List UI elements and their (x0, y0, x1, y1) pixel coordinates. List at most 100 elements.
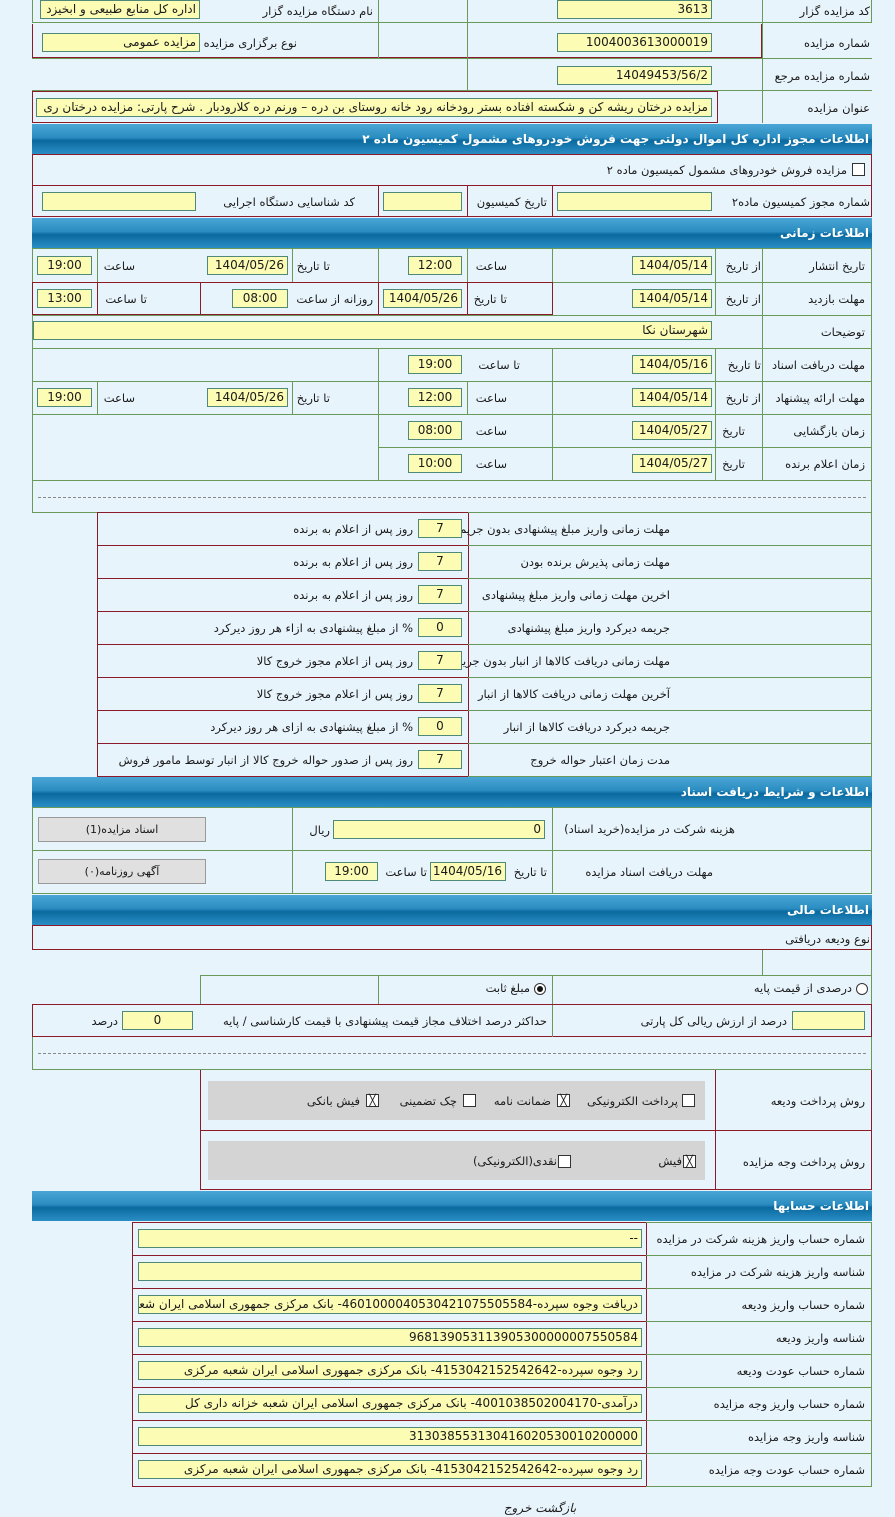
deposit-method-label-1: ضمانت نامه (493, 1094, 551, 1108)
deposit-method-checkbox-2[interactable] (463, 1094, 476, 1107)
docs-date-field[interactable]: 1404/05/16 (430, 862, 506, 881)
visit-daily-from[interactable]: 08:00 (232, 289, 288, 308)
notes-field[interactable]: شهرستان نکا (33, 321, 712, 340)
penalty-suffix: % از مبلغ پیشنهادی به ازای هر روز دیرکرد (210, 720, 413, 734)
account-label: شماره حساب واریز هزینه شرکت در مزایده (656, 1232, 865, 1246)
permit-checkbox[interactable] (852, 163, 865, 176)
account-label: شماره حساب واریز وجه مزایده (713, 1397, 865, 1411)
visit-until-label: تا ساعت (105, 292, 147, 306)
exec-code-label: کد شناسایی دستگاه اجرایی (223, 195, 355, 209)
payment-method-checkbox-0[interactable]: ╳ (683, 1155, 696, 1168)
fixed-amount-radio[interactable] (534, 983, 546, 995)
newspaper-ad-button[interactable]: آگهی روزنامه(۰) (38, 859, 206, 884)
penalty-value[interactable]: 7 (418, 585, 462, 604)
penalty-value[interactable]: 0 (418, 618, 462, 637)
commission-number-label: شماره مجوز کمیسیون ماده۲ (731, 195, 870, 209)
percent-value-label: درصد از ارزش ریالی کل پارتی (640, 1014, 787, 1028)
payment-method-checkbox-1[interactable] (558, 1155, 571, 1168)
penalty-value[interactable]: 7 (418, 750, 462, 769)
opening-date[interactable]: 1404/05/27 (632, 421, 712, 440)
organizer-name-field[interactable]: اداره کل منابع طبیعی و ابخیزد (40, 0, 200, 19)
permit-checkbox-label: مزایده فروش خودروهای مشمول کمیسیون ماده … (606, 163, 847, 177)
offer-to-date[interactable]: 1404/05/26 (207, 388, 288, 407)
publish-to-label: تا تاریخ (296, 259, 330, 273)
deposit-method-label-0: پرداخت الکترونیکی (587, 1094, 678, 1108)
auction-docs-button[interactable]: اسناد مزایده(1) (38, 817, 206, 842)
docs-deadline-label: مهلت دریافت اسناد (772, 358, 865, 372)
holding-type-field[interactable]: مزایده عمومی (42, 33, 200, 52)
penalty-row (97, 578, 469, 612)
fee-label: هزینه شرکت در مزایده(خرید اسناد) (564, 822, 735, 836)
penalty-label-cell (468, 743, 872, 777)
organizer-code-field[interactable]: 3613 (557, 0, 712, 19)
publish-to-time[interactable]: 19:00 (37, 256, 92, 275)
visit-from-label: از تاریخ (725, 292, 761, 306)
docs-deadline-time[interactable]: 19:00 (408, 355, 462, 374)
payment-methods-group (208, 1141, 705, 1180)
title-label: عنوان مزایده (807, 101, 870, 115)
exec-code-field[interactable] (42, 192, 196, 211)
fee-field[interactable]: 0 (333, 820, 545, 839)
account-value[interactable]: رد وجوه سپرده-415304215254264​2- بانک مر… (138, 1460, 642, 1479)
account-label: شناسه واریز ودیعه (775, 1331, 865, 1345)
visit-label: مهلت بازدید (808, 292, 865, 306)
account-value[interactable]: -- (138, 1229, 642, 1248)
penalty-value[interactable]: 7 (418, 651, 462, 670)
penalty-suffix: روز پس از اعلام به برنده (293, 555, 413, 569)
deposit-method-checkbox-3[interactable]: ╳ (366, 1094, 379, 1107)
publish-from-time[interactable]: 12:00 (408, 256, 462, 275)
publish-from-date[interactable]: 1404/05/14 (632, 256, 712, 275)
account-value[interactable]: دریافت وجوه سپرده-4601000040530421075505… (138, 1295, 642, 1314)
ref-number-label: شماره مزایده مرجع (774, 69, 870, 83)
offer-from-time[interactable]: 12:00 (408, 388, 462, 407)
auction-number-field[interactable]: 1004003613000019 (557, 33, 712, 52)
penalty-value[interactable]: 7 (418, 519, 462, 538)
max-diff-unit: درصد (91, 1014, 118, 1028)
penalty-label: جریمه دیرکرد واریز مبلغ پیشنهادی (507, 621, 670, 635)
account-value[interactable]: درآمدی-4001038502004170- بانک مرکزی جمهو… (138, 1394, 642, 1413)
winner-date-label: تاریخ (722, 457, 745, 471)
penalty-suffix: روز پس از اعلام به برنده (293, 522, 413, 536)
deposit-methods-group (208, 1081, 705, 1120)
docs-header: اطلاعات و شرایط دریافت اسناد (32, 777, 872, 807)
max-diff-field[interactable]: 0 (122, 1011, 193, 1030)
visit-to-label: تا تاریخ (473, 292, 507, 306)
docs-to-date-label: تا تاریخ (513, 865, 547, 879)
commission-number-field[interactable] (557, 192, 712, 211)
opening-time-label: ساعت (475, 424, 507, 438)
docs-deadline-date[interactable]: 1404/05/16 (632, 355, 712, 374)
opening-label: زمان بازگشایی (793, 424, 865, 438)
docs-deadline-time-label: تا ساعت (478, 358, 520, 372)
offer-from-date[interactable]: 1404/05/14 (632, 388, 712, 407)
docs-time-field[interactable]: 19:00 (325, 862, 378, 881)
account-value[interactable]: 313038553130416020530010200000 (138, 1427, 642, 1446)
commission-date-field[interactable] (383, 192, 462, 211)
percent-of-base-radio[interactable] (856, 983, 868, 995)
account-value[interactable]: رد وجوه سپرده-415304215254264​2- بانک مر… (138, 1361, 642, 1380)
account-value[interactable]: 968139053113905300000007550584 (138, 1328, 642, 1347)
deposit-method-checkbox-1[interactable]: ╳ (557, 1094, 570, 1107)
account-value[interactable] (138, 1262, 642, 1281)
offer-to-time[interactable]: 19:00 (37, 388, 92, 407)
visit-daily-to[interactable]: 13:00 (37, 289, 92, 308)
docs-deadline-to-label: تا تاریخ (727, 358, 761, 372)
penalty-label: مهلت زمانی واریز مبلغ پیشنهادی بدون جریم… (454, 522, 670, 536)
opening-date-label: تاریخ (722, 424, 745, 438)
footer-links[interactable]: بازگشت خروج (503, 1501, 577, 1515)
deposit-method-checkbox-0[interactable] (682, 1094, 695, 1107)
publish-time-label: ساعت (475, 259, 507, 273)
penalty-value[interactable]: 0 (418, 717, 462, 736)
penalty-suffix: % از مبلغ پیشنهادی به ازاء هر روز دیرکرد (213, 621, 413, 635)
visit-to-date[interactable]: 1404/05/26 (383, 289, 462, 308)
winner-date[interactable]: 1404/05/27 (632, 454, 712, 473)
winner-time[interactable]: 10:00 (408, 454, 462, 473)
ref-number-field[interactable]: 14049453/56/2 (557, 66, 712, 85)
publish-to-date[interactable]: 1404/05/26 (207, 256, 288, 275)
timing-header: اطلاعات زمانی (32, 218, 872, 248)
opening-time[interactable]: 08:00 (408, 421, 462, 440)
penalty-value[interactable]: 7 (418, 552, 462, 571)
title-field[interactable]: مزایده درختان ریشه کن و شکسته افتاده بست… (36, 98, 712, 117)
visit-from-date[interactable]: 1404/05/14 (632, 289, 712, 308)
penalty-value[interactable]: 7 (418, 684, 462, 703)
percent-value-field[interactable] (792, 1011, 865, 1030)
